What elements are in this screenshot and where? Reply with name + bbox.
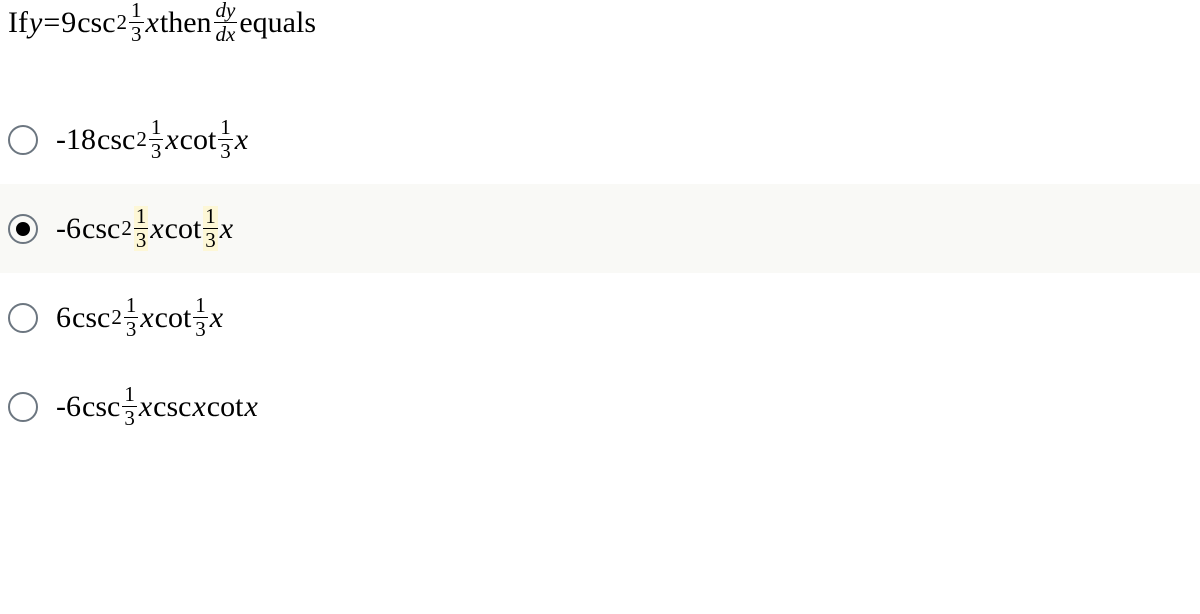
option-c[interactable]: 6 csc 2 1 3 x cot 1 3 x (0, 273, 1200, 362)
text-then: then (160, 6, 212, 40)
option-d[interactable]: -6 csc 1 3 x csc x cot x (0, 362, 1200, 451)
csc: csc (77, 6, 115, 40)
text-if: If (8, 6, 28, 40)
radio-d[interactable] (8, 392, 38, 422)
question-stem: If y = 9 csc 2 1 3 x then dy dx equals (0, 0, 1200, 45)
var-x: x (146, 6, 159, 40)
option-a-label: -18 csc 2 1 3 x cot 1 3 x (56, 117, 248, 162)
coef-9: 9 (61, 6, 76, 40)
radio-b[interactable] (8, 214, 38, 244)
radio-c[interactable] (8, 303, 38, 333)
frac-1-3: 1 3 (129, 0, 144, 45)
options-group: -18 csc 2 1 3 x cot 1 3 x -6 csc 2 1 3 (0, 95, 1200, 451)
equals-sign: = (43, 6, 60, 40)
text-equals: equals (239, 6, 316, 40)
radio-a[interactable] (8, 125, 38, 155)
option-c-label: 6 csc 2 1 3 x cot 1 3 x (56, 295, 223, 340)
sup-2: 2 (117, 10, 128, 35)
frac-dy-dx: dy dx (214, 0, 238, 45)
option-a[interactable]: -18 csc 2 1 3 x cot 1 3 x (0, 95, 1200, 184)
option-b-label: -6 csc 2 1 3 x cot 1 3 x (56, 206, 233, 251)
var-y: y (29, 6, 42, 40)
option-d-label: -6 csc 1 3 x csc x cot x (56, 384, 258, 429)
option-b[interactable]: -6 csc 2 1 3 x cot 1 3 x (0, 184, 1200, 273)
